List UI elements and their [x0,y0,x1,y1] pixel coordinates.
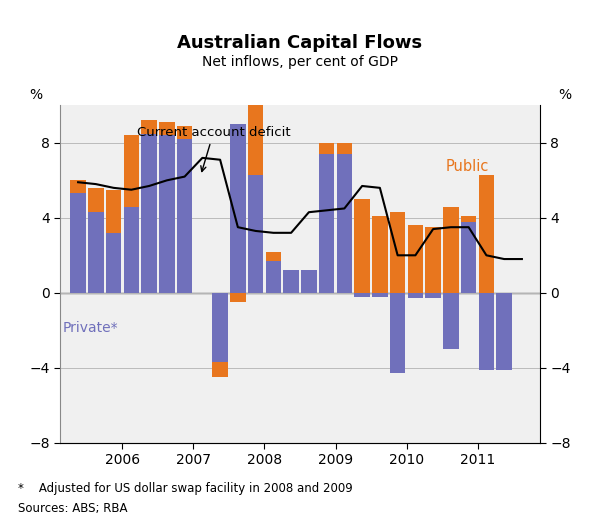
Bar [70,180,86,193]
Bar [479,293,494,369]
Bar [337,143,352,154]
Bar [70,193,86,293]
Bar [425,293,441,298]
Bar [337,154,352,293]
Bar [212,293,228,362]
Text: Net inflows, per cent of GDP: Net inflows, per cent of GDP [202,55,398,70]
Bar [319,154,334,293]
Bar [266,261,281,293]
Bar [390,212,406,293]
Bar [230,124,245,293]
Bar [443,207,458,293]
Bar [88,188,104,212]
Bar [88,212,104,293]
Bar [283,270,299,293]
Bar [248,57,263,175]
Bar [461,221,476,293]
Bar [407,293,423,298]
Bar [124,135,139,207]
Text: Australian Capital Flows: Australian Capital Flows [178,34,422,52]
Bar [355,199,370,293]
Bar [407,226,423,293]
Bar [159,122,175,135]
Bar [248,175,263,293]
Bar [142,120,157,133]
Bar [319,143,334,154]
Text: Private*: Private* [62,321,118,335]
Bar [372,293,388,297]
Bar [106,190,121,233]
Text: Current account deficit: Current account deficit [137,126,290,171]
Bar [159,135,175,293]
Bar [372,216,388,293]
Bar [355,293,370,297]
Bar [301,270,317,293]
Bar [266,251,281,261]
Bar [479,175,494,293]
Bar [142,133,157,293]
Bar [177,139,193,293]
Bar [461,216,476,221]
Bar [390,293,406,373]
Text: Public: Public [446,159,489,174]
Bar [106,233,121,293]
Text: %: % [558,88,571,102]
Bar [212,362,228,377]
Bar [425,227,441,293]
Bar [496,293,512,369]
Text: *    Adjusted for US dollar swap facility in 2008 and 2009: * Adjusted for US dollar swap facility i… [18,482,353,495]
Bar [443,293,458,349]
Bar [124,207,139,293]
Text: Sources: ABS; RBA: Sources: ABS; RBA [18,502,128,515]
Bar [177,126,193,139]
Text: %: % [29,88,42,102]
Bar [230,293,245,302]
